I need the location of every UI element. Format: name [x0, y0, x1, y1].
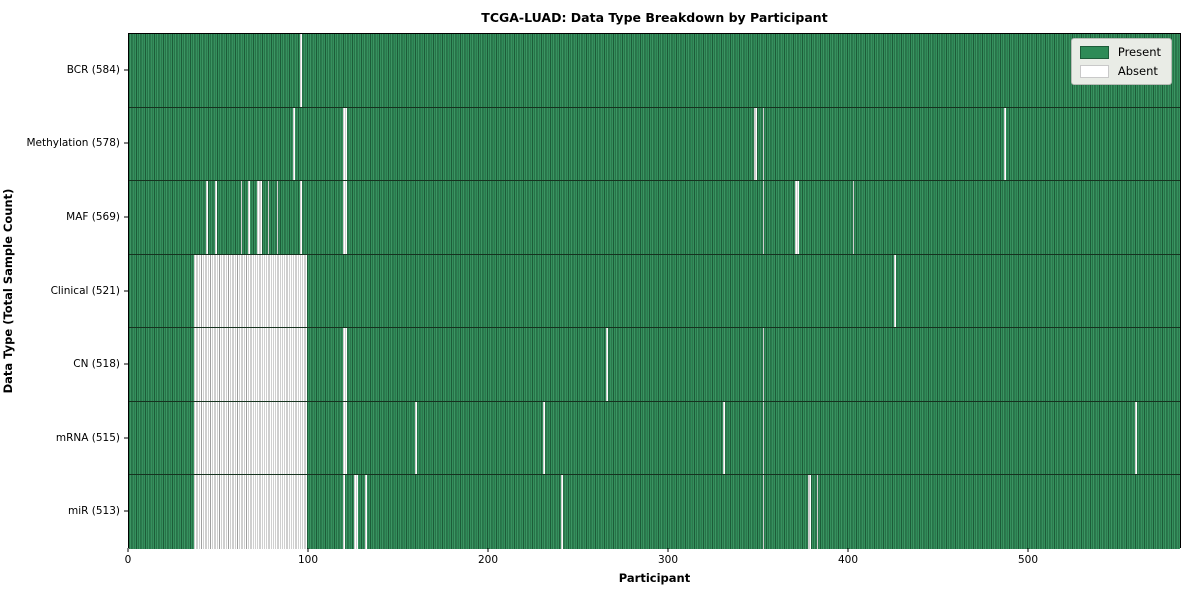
x-tick-mark — [127, 548, 129, 552]
y-tick-label: mRNA (515) — [55, 431, 120, 444]
y-tick-label: miR (513) — [67, 505, 120, 518]
y-tick-label: MAF (569) — [66, 210, 120, 223]
x-axis-label: Participant — [618, 571, 691, 585]
absent-cell — [343, 401, 345, 475]
absent-cell — [206, 181, 209, 254]
y-tick-mark — [124, 363, 128, 365]
absent-cell — [247, 181, 250, 254]
absent-cell — [795, 181, 797, 254]
absent-cell — [193, 475, 308, 549]
legend: Present Absent — [1070, 38, 1172, 85]
absent-cell — [762, 107, 765, 181]
legend-swatch-absent — [1079, 64, 1109, 78]
y-tick-mark — [124, 510, 128, 512]
y-tick-mark — [124, 69, 128, 71]
x-tick-label: 400 — [837, 554, 859, 566]
absent-cell — [267, 181, 270, 254]
absent-cell — [193, 254, 308, 328]
x-tick-mark — [667, 548, 669, 552]
absent-cell — [276, 181, 279, 254]
absent-cell — [355, 475, 358, 549]
absent-cell — [364, 475, 367, 549]
x-tick-label: 500 — [1017, 554, 1039, 566]
y-tick-label: BCR (584) — [66, 63, 120, 76]
absent-cell — [753, 107, 756, 181]
heatmap-row-mir — [129, 475, 1180, 549]
absent-cell — [762, 475, 765, 549]
absent-cell — [292, 107, 295, 181]
x-tick-mark — [487, 548, 489, 552]
y-tick-label: CN (518) — [73, 358, 120, 371]
heatmap-row-maf — [129, 181, 1180, 255]
absent-cell — [345, 328, 347, 401]
absent-cell — [258, 181, 261, 254]
absent-cell — [723, 401, 725, 475]
heatmap-row-mrna — [129, 401, 1180, 476]
legend-label: Present — [1117, 45, 1161, 59]
heatmap-row-methylation — [129, 107, 1180, 182]
absent-cell — [240, 181, 243, 254]
y-tick-mark — [124, 216, 128, 218]
x-tick-mark — [1027, 548, 1029, 552]
absent-cell — [345, 107, 347, 181]
absent-cell — [816, 475, 819, 549]
absent-cell — [215, 181, 218, 254]
absent-cell — [561, 475, 563, 549]
y-tick-label: Clinical (521) — [50, 284, 120, 297]
x-tick-label: 200 — [477, 554, 499, 566]
absent-cell — [762, 401, 765, 475]
absent-cell — [343, 328, 345, 401]
y-tick-mark — [124, 142, 128, 144]
plot-area — [128, 33, 1181, 549]
absent-cell — [543, 401, 545, 475]
x-tick-mark — [847, 548, 849, 552]
absent-cell — [606, 328, 608, 401]
absent-cell — [193, 328, 308, 401]
y-tick-label: Methylation (578) — [26, 137, 120, 150]
absent-cell — [796, 181, 799, 254]
absent-cell — [260, 181, 263, 254]
legend-entry: Absent — [1079, 64, 1161, 78]
chart-title: TCGA-LUAD: Data Type Breakdown by Partic… — [481, 10, 828, 25]
absent-cell — [1003, 107, 1006, 181]
legend-label: Absent — [1117, 64, 1158, 78]
absent-cell — [852, 181, 855, 254]
absent-cell — [809, 475, 812, 549]
y-tick-mark — [124, 290, 128, 291]
absent-cell — [343, 181, 345, 254]
absent-cell — [193, 401, 308, 475]
absent-cell — [343, 475, 345, 549]
absent-cell — [256, 181, 259, 254]
absent-cell — [762, 328, 765, 401]
x-tick-label: 300 — [657, 554, 679, 566]
absent-cell — [354, 475, 356, 549]
absent-cell — [300, 181, 302, 254]
legend-swatch-present — [1079, 45, 1109, 59]
absent-cell — [300, 34, 302, 107]
absent-cell — [755, 107, 758, 181]
legend-entry: Present — [1079, 45, 1161, 59]
absent-cell — [762, 181, 765, 254]
y-tick-mark — [124, 437, 128, 439]
absent-cell — [345, 181, 347, 254]
heatmap-row-cn — [129, 328, 1180, 402]
absent-cell — [807, 475, 810, 549]
absent-cell — [343, 107, 345, 181]
heatmap-row-clinical — [129, 254, 1180, 329]
absent-cell — [345, 401, 347, 475]
absent-cell — [415, 401, 417, 475]
x-tick-label: 100 — [297, 554, 319, 566]
heatmap-row-bcr — [129, 34, 1180, 108]
x-tick-mark — [307, 548, 309, 552]
x-tick-label: 0 — [124, 554, 132, 566]
absent-cell — [894, 254, 896, 328]
absent-cell — [1135, 401, 1137, 475]
